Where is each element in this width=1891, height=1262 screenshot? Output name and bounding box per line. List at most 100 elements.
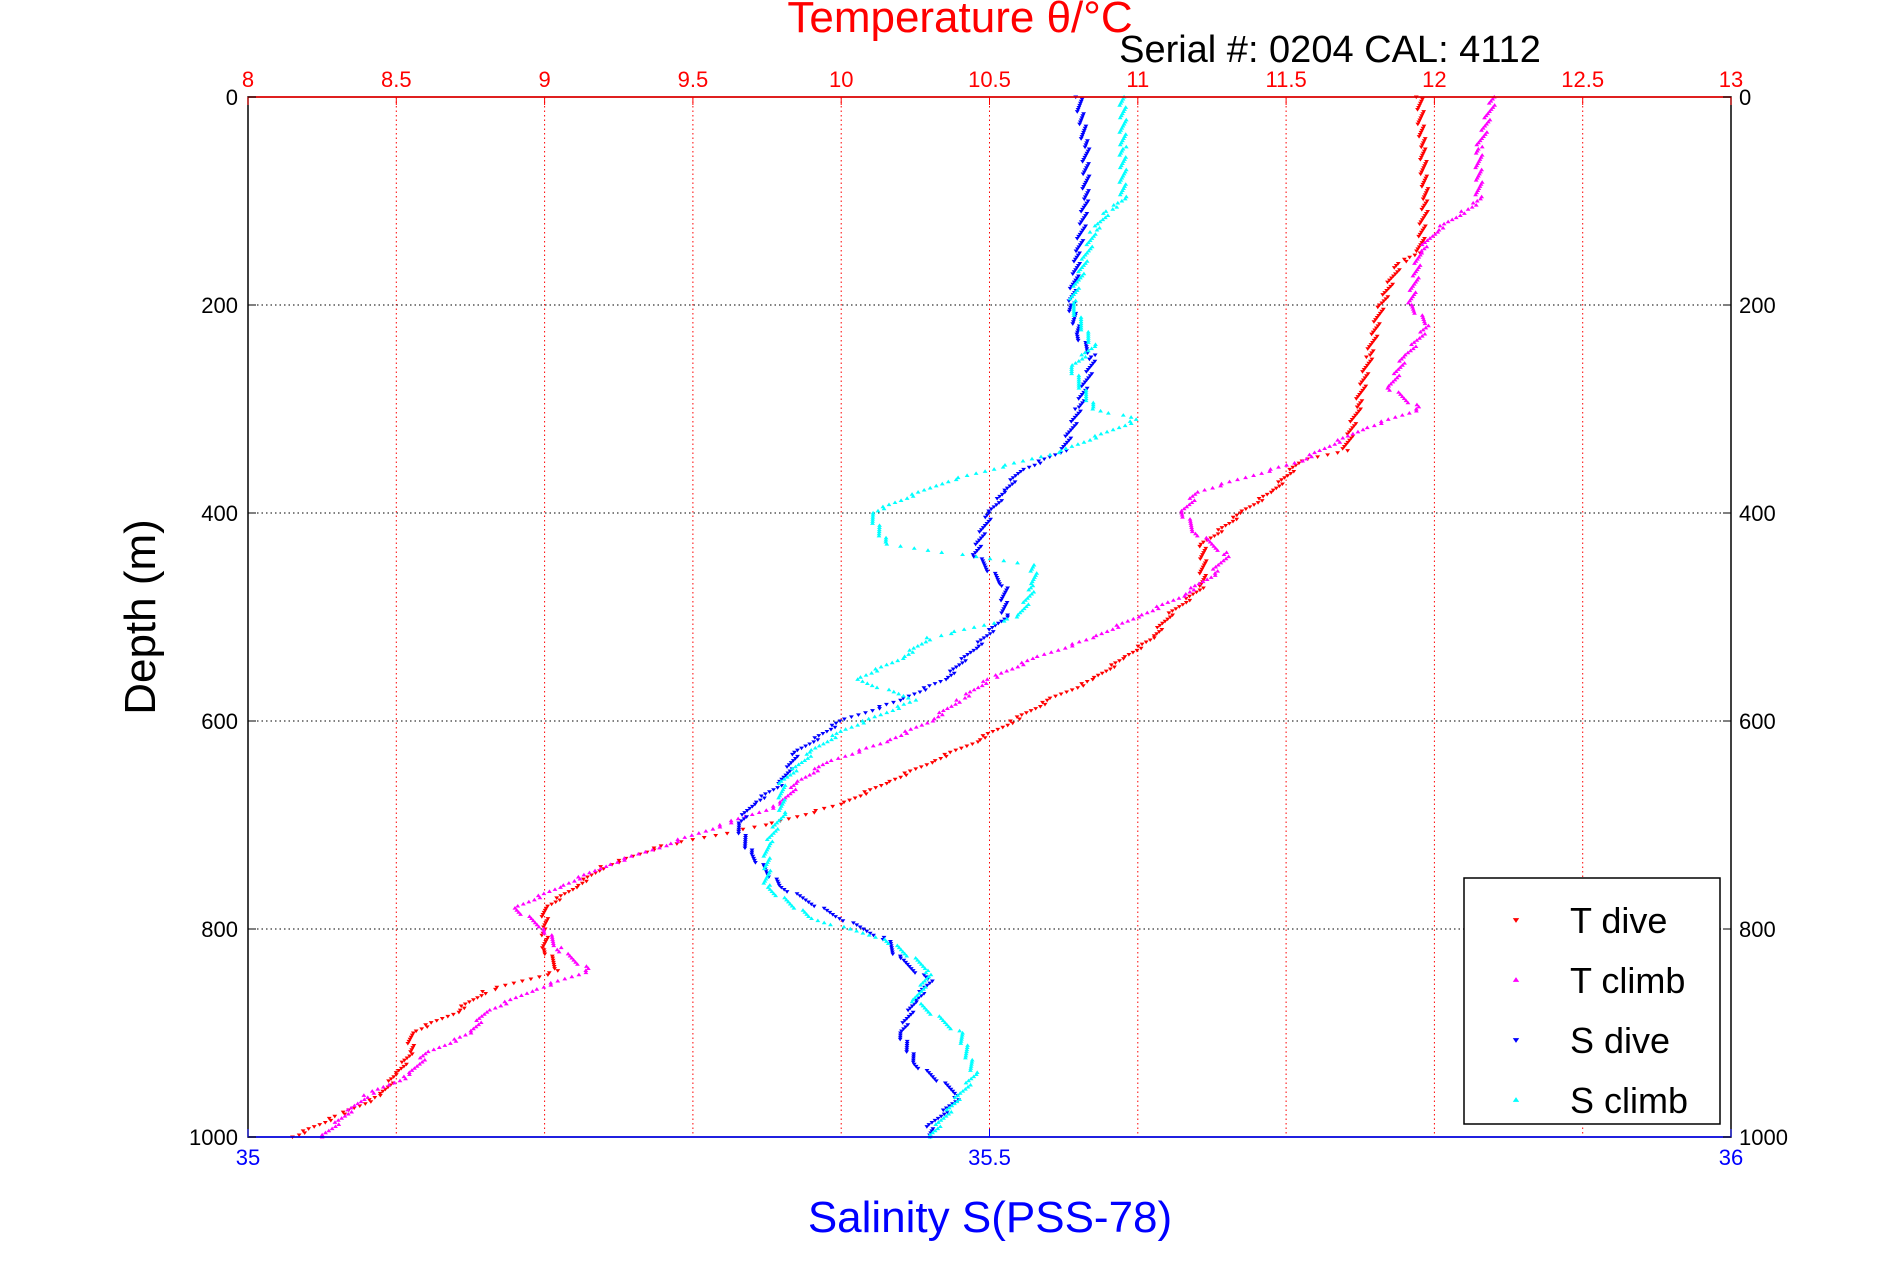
data-point (953, 702, 958, 706)
data-point (918, 989, 924, 993)
data-point (889, 660, 895, 665)
data-point (834, 731, 839, 735)
data-point (1201, 540, 1206, 545)
data-point (1416, 135, 1422, 139)
data-point (927, 684, 932, 688)
data-point (1083, 388, 1089, 392)
data-point (898, 947, 904, 952)
data-point (884, 662, 890, 667)
data-point (850, 921, 856, 925)
data-point (821, 920, 827, 925)
data-point (1095, 673, 1101, 678)
data-point (811, 740, 817, 744)
data-point (1201, 551, 1207, 555)
data-point (1356, 409, 1362, 414)
data-point (983, 565, 988, 570)
data-point (575, 883, 581, 888)
data-point (1424, 174, 1430, 179)
data-point (407, 1054, 413, 1059)
data-point (399, 1060, 405, 1065)
data-point (1183, 601, 1189, 605)
data-point (1078, 101, 1083, 106)
data-point (991, 467, 997, 471)
data-point (816, 764, 822, 769)
data-point (909, 999, 915, 1004)
data-point (838, 802, 844, 807)
data-point (1004, 588, 1009, 593)
data-point (1115, 625, 1121, 629)
data-point (1419, 218, 1425, 222)
data-point (537, 895, 543, 900)
data-point (989, 625, 995, 630)
data-point (1082, 145, 1088, 150)
data-point (1037, 705, 1043, 709)
data-point (968, 1082, 973, 1087)
data-point (402, 1058, 407, 1063)
data-point (776, 818, 782, 823)
data-point (820, 732, 826, 736)
data-point (979, 557, 985, 561)
data-point (1080, 207, 1085, 212)
data-point (781, 888, 787, 892)
data-point (808, 754, 814, 758)
data-point (1070, 282, 1076, 287)
data-point (551, 962, 557, 967)
data-point (1074, 422, 1079, 426)
data-point (999, 492, 1005, 497)
data-point (763, 792, 768, 796)
data-point (963, 1055, 968, 1060)
data-point (1066, 299, 1072, 303)
data-point (576, 972, 582, 977)
data-point (682, 835, 688, 839)
data-point (963, 1051, 969, 1056)
data-point (927, 485, 933, 490)
data-point (932, 1077, 937, 1081)
data-point (1391, 266, 1397, 270)
data-point (807, 750, 813, 754)
data-point (1092, 353, 1098, 358)
data-point (461, 1006, 467, 1011)
data-point (675, 839, 681, 844)
data-point (1423, 162, 1428, 166)
data-point (984, 521, 990, 526)
data-point (1374, 316, 1380, 320)
data-point (1073, 298, 1079, 303)
data-point (769, 833, 774, 837)
data-point (1076, 375, 1082, 380)
data-point (1083, 390, 1089, 394)
data-point (1215, 548, 1220, 552)
data-point (946, 1111, 952, 1116)
data-point (503, 1001, 509, 1006)
data-point (1080, 684, 1086, 688)
data-point (1465, 207, 1471, 211)
data-point (1345, 440, 1351, 445)
data-point (1061, 445, 1066, 449)
data-point (841, 800, 847, 805)
data-point (893, 735, 899, 740)
data-point (1189, 525, 1194, 529)
data-point (1069, 371, 1075, 376)
data-point (1099, 671, 1105, 676)
data-point (406, 1070, 412, 1074)
left-tick-label: 600 (201, 709, 238, 734)
data-point (483, 992, 489, 996)
data-point (1188, 521, 1194, 525)
data-point (971, 1074, 977, 1079)
data-point (420, 1053, 426, 1058)
data-point (820, 762, 826, 767)
data-point (878, 784, 884, 788)
data-point (1473, 178, 1479, 182)
data-point (1325, 453, 1331, 457)
data-point (1015, 664, 1021, 669)
data-point (912, 971, 918, 975)
data-point (1103, 209, 1109, 213)
data-point (1282, 476, 1287, 480)
data-point (917, 690, 923, 695)
data-point (651, 846, 657, 851)
data-point (658, 844, 664, 848)
data-point (1364, 374, 1369, 378)
data-point (1376, 303, 1382, 308)
data-point (984, 513, 990, 518)
data-point (403, 1076, 408, 1081)
data-point (790, 766, 795, 771)
